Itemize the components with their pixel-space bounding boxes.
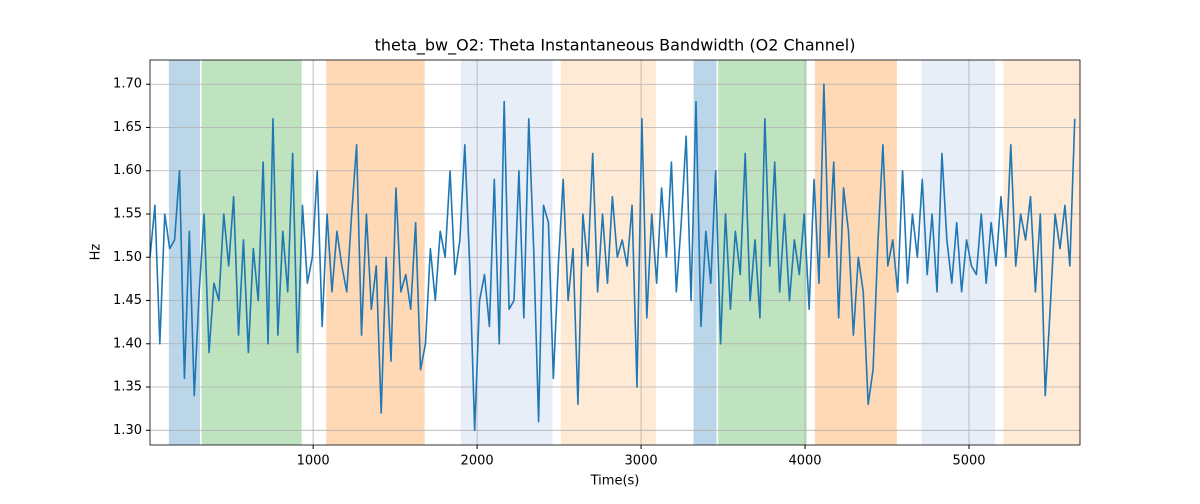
x-tick-label: 3000 xyxy=(625,454,658,469)
x-tick-label: 5000 xyxy=(952,454,985,469)
y-tick-label: 1.70 xyxy=(113,77,142,92)
highlight-span xyxy=(718,60,807,445)
y-tick-label: 1.40 xyxy=(113,336,142,351)
data-line xyxy=(149,83,1076,432)
y-axis-label: Hz xyxy=(89,244,104,261)
x-axis-label: Time(s) xyxy=(590,474,640,489)
y-tick-label: 1.60 xyxy=(113,163,142,178)
y-tick-label: 1.50 xyxy=(113,250,142,265)
plot-frame xyxy=(149,59,1081,446)
highlight-span xyxy=(326,60,425,445)
chart-title: theta_bw_O2: Theta Instantaneous Bandwid… xyxy=(375,36,856,56)
x-tick-label: 1000 xyxy=(297,454,330,469)
y-tick-label: 1.65 xyxy=(113,120,142,135)
y-tick-label: 1.45 xyxy=(113,293,142,308)
x-tick-label: 4000 xyxy=(788,454,821,469)
y-tick-label: 1.55 xyxy=(113,207,142,222)
y-tick-label: 1.30 xyxy=(113,423,142,438)
x-tick-label: 2000 xyxy=(461,454,494,469)
y-tick-label: 1.35 xyxy=(113,380,142,395)
